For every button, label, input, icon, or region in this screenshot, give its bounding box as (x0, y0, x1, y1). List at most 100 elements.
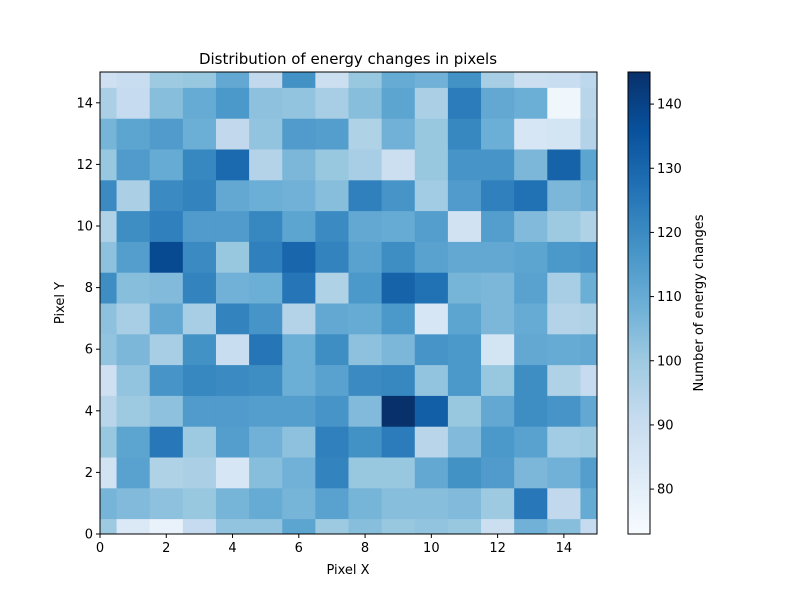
heatmap-cell (348, 487, 383, 520)
heatmap-cell (100, 333, 118, 366)
heatmap-cell (580, 118, 598, 150)
heatmap-cell (100, 241, 118, 273)
heatmap-cell (249, 72, 283, 88)
heatmap-cell (100, 210, 118, 242)
heatmap-cell (514, 179, 548, 212)
y-tick-label: 12 (76, 158, 93, 173)
colorbar-tick-label: 110 (657, 290, 682, 305)
heatmap-cell (100, 72, 118, 88)
x-tick-label: 4 (228, 541, 236, 556)
y-tick-label: 2 (85, 466, 93, 481)
heatmap-cell (315, 72, 349, 88)
heatmap-cell (481, 241, 515, 273)
heatmap-cell (116, 487, 151, 520)
heatmap-cell (481, 426, 515, 458)
heatmap-cell (481, 72, 515, 88)
heatmap-cell (547, 364, 581, 396)
heatmap-cell (580, 303, 598, 335)
heatmap-cell (149, 364, 184, 396)
heatmap-cell (116, 426, 151, 458)
heatmap-cell (100, 149, 118, 181)
heatmap-cell (348, 303, 383, 335)
x-axis-label: Pixel X (326, 563, 369, 578)
heatmap-cell (215, 518, 250, 535)
heatmap-cell (414, 72, 449, 88)
heatmap-cell (514, 457, 548, 489)
heatmap-cell (414, 487, 449, 520)
heatmap-cell (348, 364, 383, 396)
heatmap-cell (447, 364, 482, 396)
heatmap-cell (381, 210, 416, 242)
heatmap-cell (100, 364, 118, 396)
heatmap-cell (282, 487, 316, 520)
heatmap-cell (100, 518, 118, 535)
heatmap-cell (215, 426, 250, 458)
heatmap-cell (249, 149, 283, 181)
heatmap-cell (547, 395, 581, 427)
heatmap-cell (149, 333, 184, 366)
heatmap-cell (282, 364, 316, 396)
heatmap-cell (414, 272, 449, 304)
heatmap-cell (282, 72, 316, 88)
heatmap-cell (447, 303, 482, 335)
heatmap-cell (182, 149, 217, 181)
heatmap-cell (447, 518, 482, 535)
heatmap-cell (116, 179, 151, 212)
heatmap-cell (447, 72, 482, 88)
heatmap-cell (149, 149, 184, 181)
x-tick-label: 6 (295, 541, 303, 556)
heatmap-cell (547, 118, 581, 150)
heatmap-cell (116, 72, 151, 88)
heatmap-cell (315, 303, 349, 335)
heatmap-cell (182, 241, 217, 273)
heatmap-cell (547, 241, 581, 273)
heatmap-cell (149, 179, 184, 212)
heatmap-cell (215, 457, 250, 489)
heatmap-cell (282, 457, 316, 489)
heatmap-cell (149, 272, 184, 304)
heatmap-cell (149, 303, 184, 335)
heatmap-cell (116, 149, 151, 181)
heatmap-cell (514, 149, 548, 181)
heatmap-cell (149, 395, 184, 427)
heatmap-cell (149, 241, 184, 273)
y-tick-label: 0 (85, 528, 93, 543)
heatmap-cell (116, 241, 151, 273)
colorbar-label: Number of energy changes (692, 214, 707, 391)
heatmap-cell (514, 87, 548, 119)
heatmap-cell (481, 395, 515, 427)
heatmap-cell (315, 333, 349, 366)
heatmap-cell (315, 487, 349, 520)
heatmap-cell (514, 395, 548, 427)
heatmap-cell (547, 210, 581, 242)
heatmap-cell (580, 149, 598, 181)
heatmap-cell (249, 272, 283, 304)
heatmap-cell (447, 179, 482, 212)
heatmap-cell (348, 395, 383, 427)
heatmap-cell (447, 487, 482, 520)
y-tick-label: 8 (85, 281, 93, 296)
heatmap-cell (315, 118, 349, 150)
heatmap-cell (182, 333, 217, 366)
heatmap-cell (282, 118, 316, 150)
heatmap-cell (381, 72, 416, 88)
heatmap-cell (514, 518, 548, 535)
heatmap-cell (100, 487, 118, 520)
heatmap-cell (580, 210, 598, 242)
heatmap-cell (547, 518, 581, 535)
heatmap-cell (414, 118, 449, 150)
heatmap-cell (182, 210, 217, 242)
heatmap-cell (447, 333, 482, 366)
colorbar-tick-label: 80 (657, 483, 674, 498)
heatmap-cell (182, 118, 217, 150)
heatmap-cell (149, 72, 184, 88)
heatmap-cell (481, 272, 515, 304)
heatmap-cell (215, 87, 250, 119)
heatmap-cell (282, 518, 316, 535)
heatmap-cell (481, 87, 515, 119)
heatmap-cell (580, 87, 598, 119)
heatmap-cell (249, 457, 283, 489)
heatmap-cell (580, 487, 598, 520)
heatmap-cell (315, 364, 349, 396)
heatmap-cell (547, 149, 581, 181)
